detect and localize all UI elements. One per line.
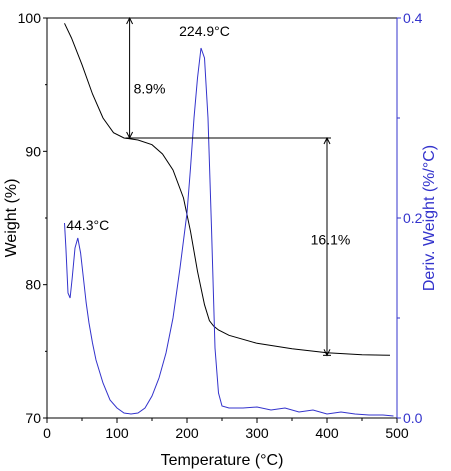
weight-loss-line	[64, 23, 391, 356]
annotation-label: 44.3°C	[66, 217, 109, 233]
x-tick-label: 0	[43, 425, 51, 441]
x-axis-title: Temperature (°C)	[161, 452, 284, 469]
y-right-tick-label: 0.2	[403, 210, 423, 226]
x-tick-label: 500	[385, 425, 409, 441]
x-tick-label: 200	[175, 425, 199, 441]
x-tick-label: 100	[105, 425, 129, 441]
measure-arrowhead	[323, 136, 331, 145]
measure-arrowhead	[323, 349, 331, 357]
annotation-label: 224.9°C	[179, 23, 230, 39]
y-left-tick-label: 100	[18, 10, 42, 26]
y-left-tick-label: 70	[25, 410, 41, 426]
x-tick-label: 300	[245, 425, 269, 441]
annotation-label: 8.9%	[134, 80, 166, 96]
y-left-axis-title: Weight (%)	[3, 179, 20, 258]
y-right-tick-label: 0.0	[403, 410, 423, 426]
y-right-axis-title: Deriv. Weight (%/°C)	[421, 145, 438, 291]
measure-arrowhead	[126, 131, 134, 140]
y-left-tick-label: 80	[25, 277, 41, 293]
measure-arrowhead	[126, 16, 134, 25]
y-left-tick-label: 90	[25, 143, 41, 159]
x-tick-label: 400	[315, 425, 339, 441]
annotation-label: 16.1%	[311, 232, 351, 248]
y-right-tick-label: 0.4	[403, 10, 423, 26]
derivative-weight-line	[64, 47, 394, 417]
